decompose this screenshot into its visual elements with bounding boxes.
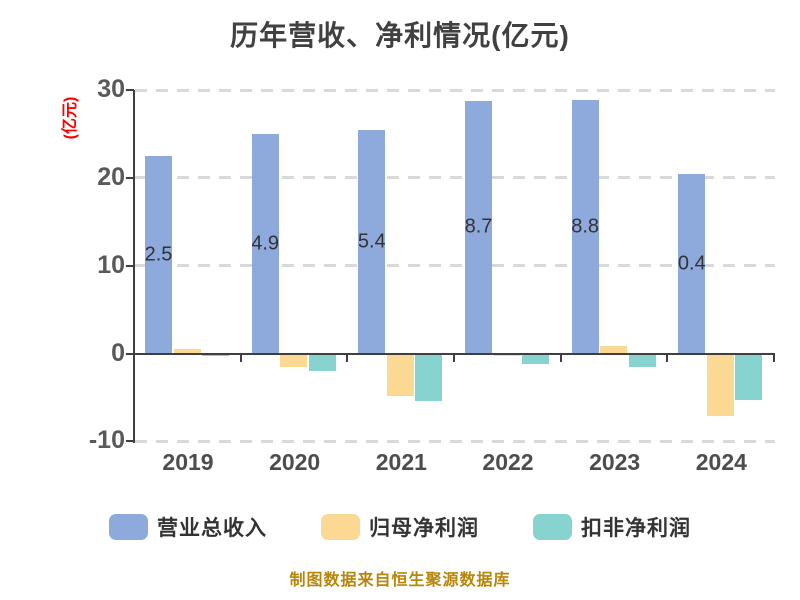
y-axis-tick-10 (126, 264, 134, 267)
y-axis-tick--10 (126, 440, 134, 443)
bar-net-profit-attributable-2021 (386, 354, 414, 396)
x-axis-tick-3 (453, 353, 455, 362)
bar-value-label-2020: 24.96 (251, 232, 279, 255)
y-axis-tick-0 (126, 352, 134, 355)
y-tick-label-30: 30 (97, 75, 125, 104)
x-axis-label-2019: 2019 (162, 449, 214, 475)
bar-deducted-net-profit-2024 (735, 354, 763, 401)
y-tick-label-0: 0 (111, 338, 125, 367)
legend-item-total-operating-revenue[interactable]: 营业总收入 (109, 512, 267, 542)
gridline--10 (135, 439, 775, 443)
bar-value-label-2021: 25.41 (358, 230, 386, 253)
bar-value-label-2019: 22.53 (145, 243, 172, 266)
legend-item-net-profit-attributable[interactable]: 归母净利润 (321, 512, 479, 542)
bar-total-operating-revenue-2023: 28.89 (571, 99, 599, 354)
legend-label-total-operating-revenue: 营业总收入 (157, 517, 267, 540)
legend-label-net-profit-attributable: 归母净利润 (369, 517, 479, 540)
chart-title: 历年营收、净利情况(亿元) (230, 20, 570, 51)
x-axis-tick-0 (133, 353, 135, 362)
bar-deducted-net-profit-2019 (202, 354, 229, 356)
gridline-30 (135, 88, 775, 92)
x-axis-label-2024: 2024 (695, 449, 747, 475)
chart-legend: 营业总收入 归母净利润 扣非净利润 (0, 512, 800, 542)
bar-value-label-2023: 28.89 (571, 215, 599, 238)
y-axis-tick-20 (126, 176, 134, 179)
y-tick-label--10: -10 (88, 426, 125, 455)
x-axis-label-2023: 2023 (589, 449, 641, 475)
bar-value-label-2022: 28.73 (465, 215, 492, 238)
legend-swatch-net-profit-attributable (321, 514, 360, 540)
bar-value-label-2024: 20.45 (678, 252, 706, 275)
gridline-20 (135, 176, 775, 180)
x-axis-tick-4 (559, 353, 562, 362)
bar-total-operating-revenue-2019: 22.53 (145, 155, 172, 354)
x-axis-label-2020: 2020 (269, 449, 321, 475)
bar-net-profit-attributable-2024 (706, 354, 734, 416)
y-axis-tick-30 (126, 89, 134, 92)
legend-item-deducted-net-profit[interactable]: 扣非净利润 (533, 512, 691, 542)
x-axis-label-2022: 2022 (482, 449, 534, 475)
bar-net-profit-attributable-2022 (493, 354, 521, 356)
bar-deducted-net-profit-2022 (522, 354, 549, 365)
x-axis-tick-1 (239, 353, 242, 362)
x-axis-tick-5 (666, 353, 669, 362)
x-axis-tick-2 (346, 353, 349, 362)
legend-swatch-deducted-net-profit (533, 514, 572, 540)
legend-swatch-total-operating-revenue (109, 514, 148, 540)
bar-deducted-net-profit-2020 (308, 354, 336, 372)
bar-net-profit-attributable-2023 (600, 346, 628, 354)
data-source-note: 制图数据来自恒生聚源数据库 (289, 572, 511, 589)
bar-deducted-net-profit-2021 (415, 354, 443, 402)
bar-total-operating-revenue-2020: 24.96 (251, 134, 279, 354)
bar-deducted-net-profit-2023 (628, 354, 656, 368)
bar-net-profit-attributable-2020 (280, 354, 308, 367)
y-tick-label-10: 10 (97, 250, 125, 279)
y-tick-label-20: 20 (97, 162, 125, 191)
legend-label-deducted-net-profit: 扣非净利润 (581, 517, 691, 540)
bar-total-operating-revenue-2021: 25.41 (358, 130, 386, 354)
bar-total-operating-revenue-2022: 28.73 (465, 101, 492, 354)
x-axis-zero-line (135, 352, 775, 355)
gridline-10 (135, 264, 775, 268)
y-axis-line (133, 90, 135, 444)
x-axis-label-2021: 2021 (375, 449, 427, 475)
bar-total-operating-revenue-2024: 20.45 (678, 173, 706, 354)
x-axis-tick-6 (773, 353, 775, 362)
bar-net-profit-attributable-2019 (173, 348, 201, 354)
